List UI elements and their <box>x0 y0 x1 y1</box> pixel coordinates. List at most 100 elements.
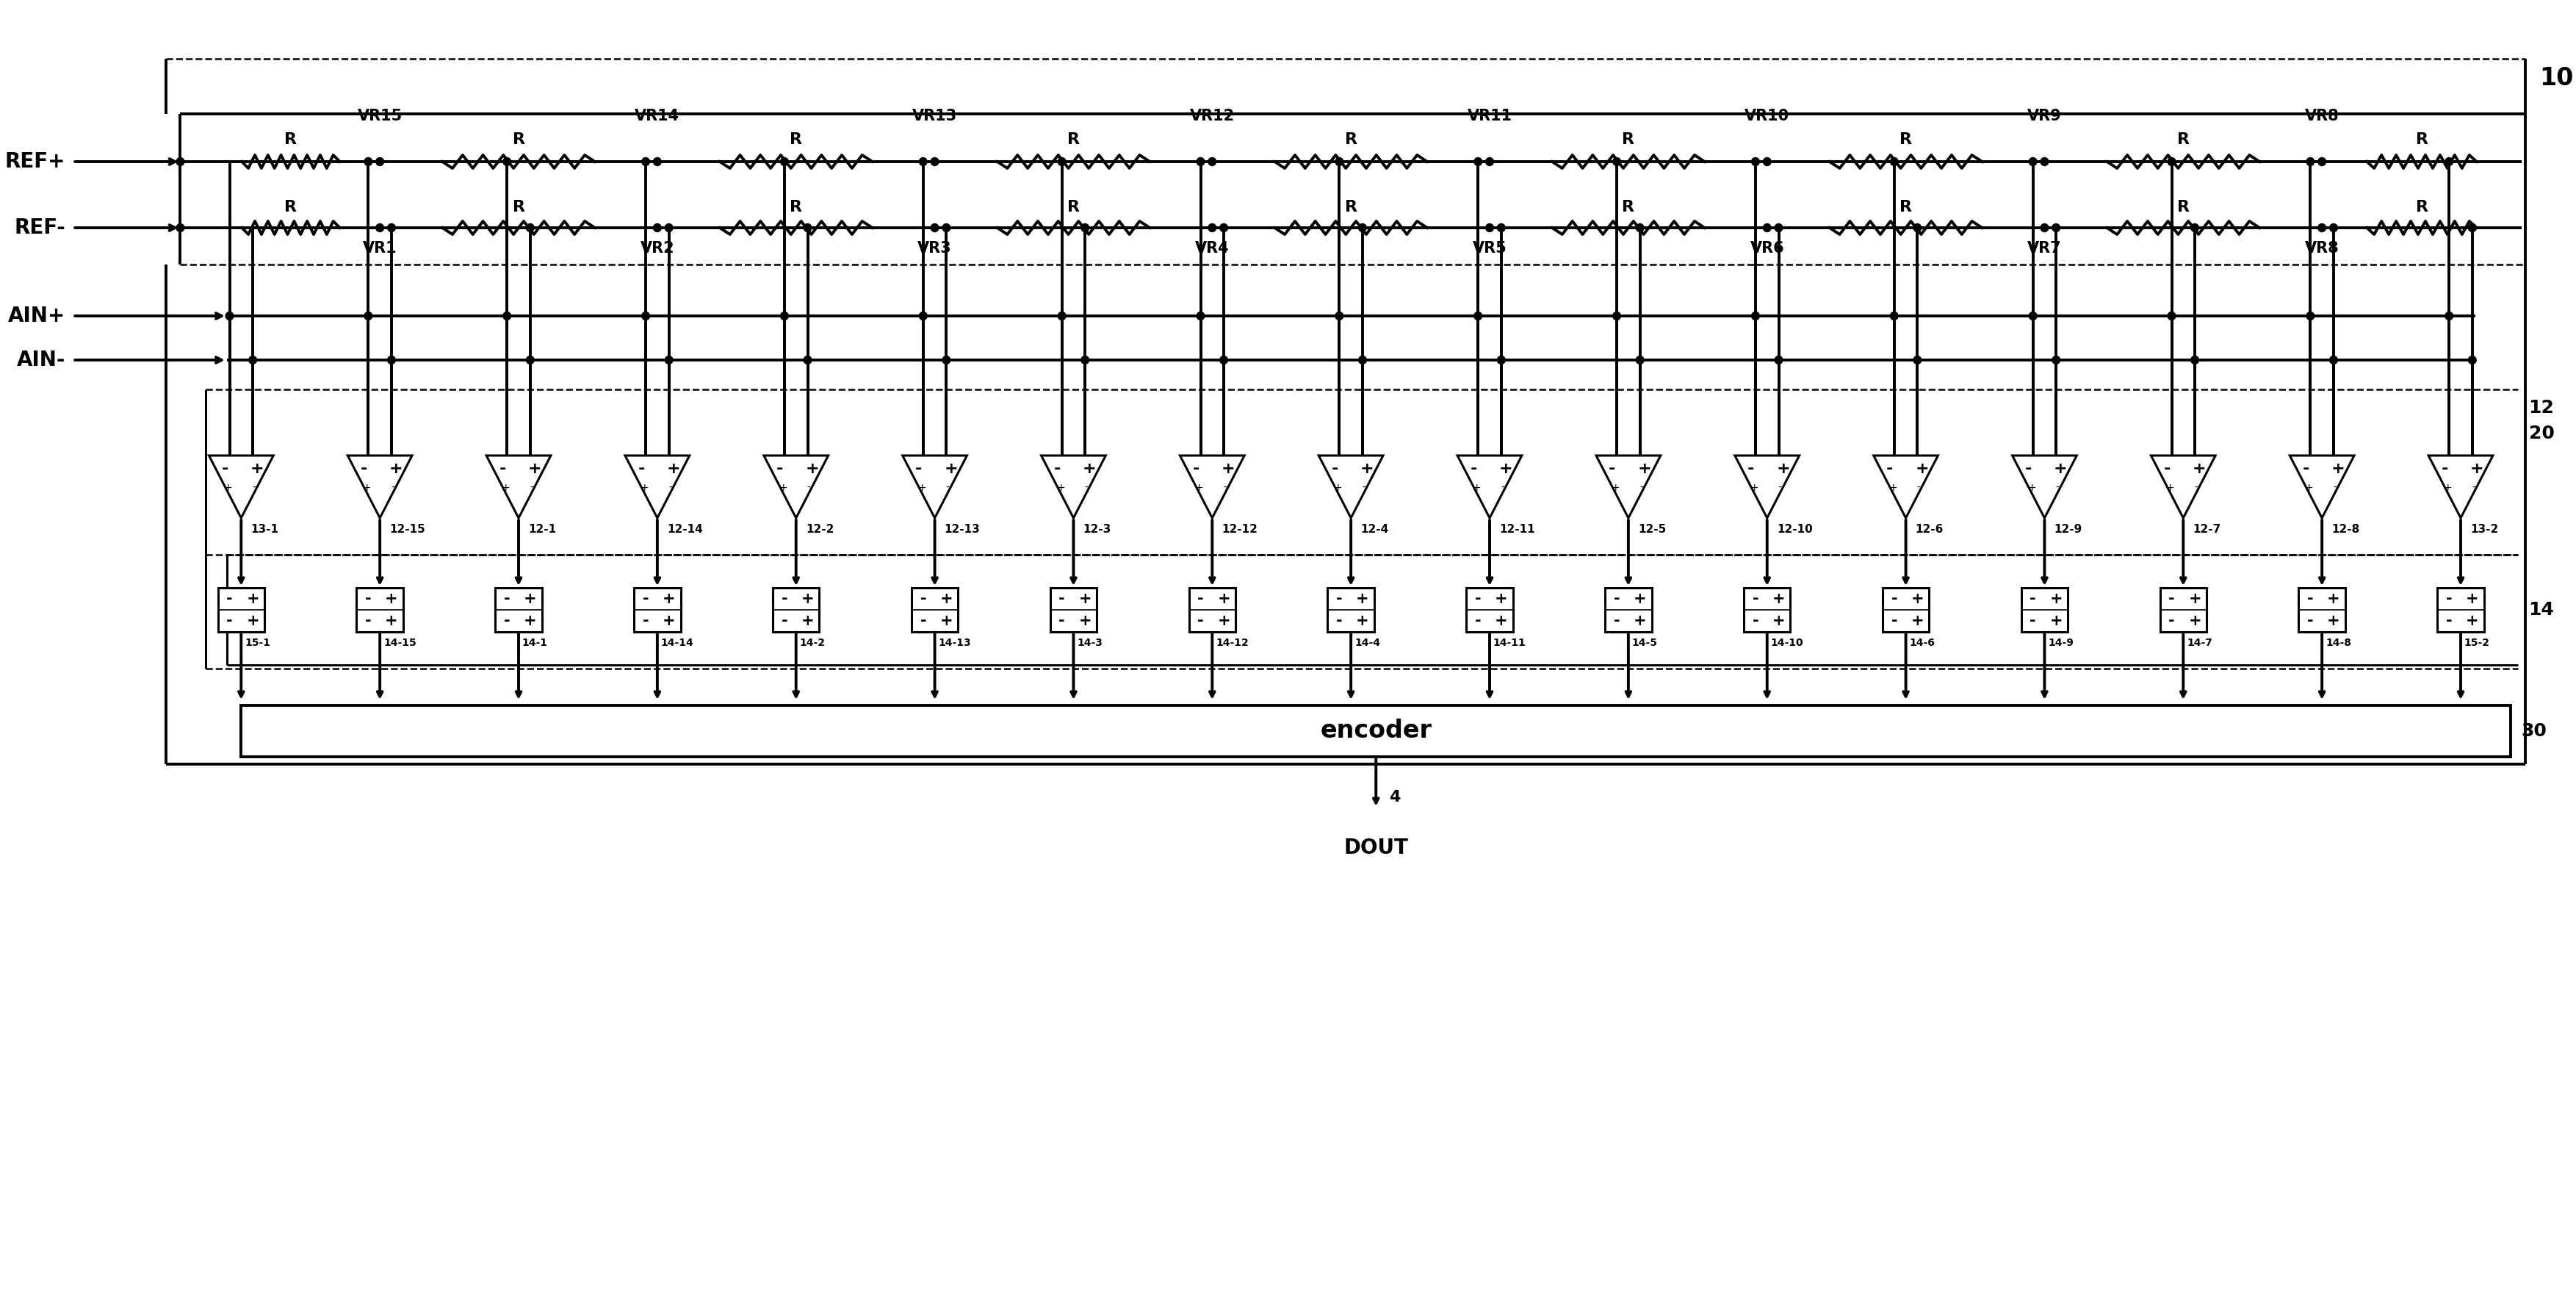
Circle shape <box>665 356 672 364</box>
Polygon shape <box>1597 456 1662 519</box>
Circle shape <box>1198 158 1206 165</box>
Circle shape <box>175 158 185 165</box>
Text: 12-11: 12-11 <box>1499 524 1535 534</box>
Text: REF+: REF+ <box>5 151 67 172</box>
Text: +: + <box>1914 461 1929 477</box>
Text: +: + <box>940 591 953 607</box>
Text: R: R <box>283 200 296 214</box>
Circle shape <box>943 356 951 364</box>
Text: -: - <box>2169 613 2174 628</box>
Text: 15-1: 15-1 <box>245 638 270 649</box>
Text: +: + <box>1610 483 1620 494</box>
Text: 14-1: 14-1 <box>523 638 549 649</box>
Circle shape <box>376 158 384 165</box>
Circle shape <box>930 158 938 165</box>
Circle shape <box>175 223 185 232</box>
Circle shape <box>1208 223 1216 232</box>
Text: -: - <box>1198 591 1203 607</box>
Text: +: + <box>1749 483 1759 494</box>
Text: R: R <box>1345 200 1358 214</box>
Text: +: + <box>247 613 260 628</box>
Text: -: - <box>2195 483 2197 494</box>
Polygon shape <box>2151 456 2215 519</box>
Text: 13-2: 13-2 <box>2470 524 2499 534</box>
Text: VR3: VR3 <box>917 242 953 256</box>
Circle shape <box>641 158 649 165</box>
Text: +: + <box>2050 613 2063 628</box>
Text: -: - <box>1610 461 1615 477</box>
Text: 14-15: 14-15 <box>384 638 417 649</box>
Text: +: + <box>1777 461 1790 477</box>
Circle shape <box>386 223 394 232</box>
Text: R: R <box>1899 200 1911 214</box>
Circle shape <box>1198 312 1206 320</box>
Text: -: - <box>227 591 232 607</box>
Circle shape <box>1636 223 1643 232</box>
Circle shape <box>804 223 811 232</box>
Text: R: R <box>2416 200 2429 214</box>
Text: R: R <box>1345 133 1358 147</box>
Text: -: - <box>2303 461 2308 477</box>
Text: +: + <box>1079 591 1092 607</box>
Text: 10: 10 <box>2540 66 2573 91</box>
Circle shape <box>654 223 662 232</box>
Text: +: + <box>778 483 788 494</box>
Text: +: + <box>384 613 397 628</box>
Text: -: - <box>1337 591 1342 607</box>
Text: 12-8: 12-8 <box>2331 524 2360 534</box>
Circle shape <box>2318 223 2326 232</box>
Circle shape <box>502 158 510 165</box>
Text: -: - <box>361 461 368 477</box>
Circle shape <box>2329 223 2336 232</box>
Text: +: + <box>2027 483 2035 494</box>
Circle shape <box>1891 312 1899 320</box>
Text: -: - <box>2164 461 2172 477</box>
Text: -: - <box>806 483 811 494</box>
Circle shape <box>1221 223 1229 232</box>
Text: -: - <box>920 591 927 607</box>
Text: AIN-: AIN- <box>18 349 67 370</box>
Text: 12-6: 12-6 <box>1917 524 1945 534</box>
Circle shape <box>2192 223 2200 232</box>
Text: +: + <box>2192 461 2205 477</box>
Circle shape <box>1473 312 1481 320</box>
Circle shape <box>1208 158 1216 165</box>
Bar <box>1327 588 1373 632</box>
Circle shape <box>1497 356 1504 364</box>
Text: 12-7: 12-7 <box>2192 524 2221 534</box>
Circle shape <box>502 312 510 320</box>
Circle shape <box>2468 223 2476 232</box>
Text: 13-1: 13-1 <box>250 524 278 534</box>
Text: +: + <box>1494 591 1507 607</box>
Text: 14-5: 14-5 <box>1633 638 1656 649</box>
Text: -: - <box>2030 613 2035 628</box>
Bar <box>1190 588 1236 632</box>
Text: 14-10: 14-10 <box>1770 638 1803 649</box>
Text: 12-1: 12-1 <box>528 524 556 534</box>
Text: -: - <box>1198 613 1203 628</box>
Text: VR7: VR7 <box>2027 242 2061 256</box>
Circle shape <box>2030 312 2038 320</box>
Text: +: + <box>2470 461 2483 477</box>
Text: -: - <box>2442 461 2447 477</box>
Text: -: - <box>366 591 371 607</box>
Text: +: + <box>2053 461 2069 477</box>
Circle shape <box>1358 356 1365 364</box>
Text: +: + <box>2190 591 2202 607</box>
Text: -: - <box>222 461 229 477</box>
Bar <box>355 588 402 632</box>
Text: VR15: VR15 <box>358 109 402 123</box>
Text: R: R <box>1623 133 1636 147</box>
Circle shape <box>386 356 394 364</box>
Text: -: - <box>531 483 533 494</box>
Bar <box>773 588 819 632</box>
Circle shape <box>920 312 927 320</box>
Polygon shape <box>1734 456 1798 519</box>
Text: +: + <box>1355 613 1368 628</box>
Text: -: - <box>505 591 510 607</box>
Polygon shape <box>209 456 273 519</box>
Text: VR5: VR5 <box>1473 242 1507 256</box>
Text: R: R <box>283 133 296 147</box>
Text: 12-15: 12-15 <box>389 524 425 534</box>
Text: +: + <box>1633 613 1646 628</box>
